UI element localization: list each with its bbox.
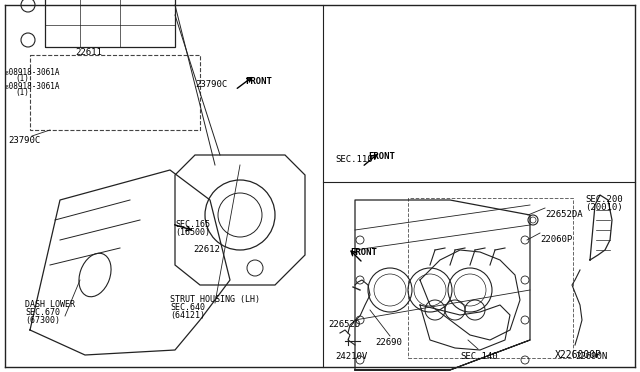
Text: 23790C: 23790C [195,80,227,89]
Text: 22612: 22612 [193,245,220,254]
Text: SEC.200: SEC.200 [585,195,623,204]
Text: 22652DA: 22652DA [545,210,582,219]
Text: SEC.640: SEC.640 [170,303,205,312]
Text: 22690N: 22690N [575,352,607,361]
Bar [45,0,175,47]
Text: SEC.670: SEC.670 [25,308,60,317]
Text: 22690: 22690 [375,338,402,347]
Text: SEC.140: SEC.140 [460,352,498,361]
Text: X226000P: X226000P [555,350,602,360]
Text: DASH LOWER: DASH LOWER [25,300,75,309]
Text: 23790C: 23790C [8,136,40,145]
Text: ₈08918-3061A: ₈08918-3061A [5,68,61,77]
Text: (16500): (16500) [175,228,210,237]
Bar [30,55,200,130]
Text: ₈08918-3061A: ₈08918-3061A [5,82,61,91]
Text: (1): (1) [15,88,29,97]
Text: 24210V: 24210V [335,352,367,361]
Text: FRONT: FRONT [245,77,272,86]
Text: 22611: 22611 [75,48,102,57]
Text: SEC.165: SEC.165 [175,220,210,229]
Text: SEC.110: SEC.110 [335,155,372,164]
Text: 22060P: 22060P [540,235,572,244]
Text: (64121): (64121) [170,311,205,320]
Text: (67300): (67300) [25,316,60,325]
Bar [408,198,573,358]
Text: (20010): (20010) [585,203,623,212]
Text: STRUT HOUSING (LH): STRUT HOUSING (LH) [170,295,260,304]
Text: (1): (1) [15,74,29,83]
Text: 22652D: 22652D [328,320,360,329]
Text: FRONT: FRONT [350,248,377,257]
Text: FRONT: FRONT [368,152,395,161]
